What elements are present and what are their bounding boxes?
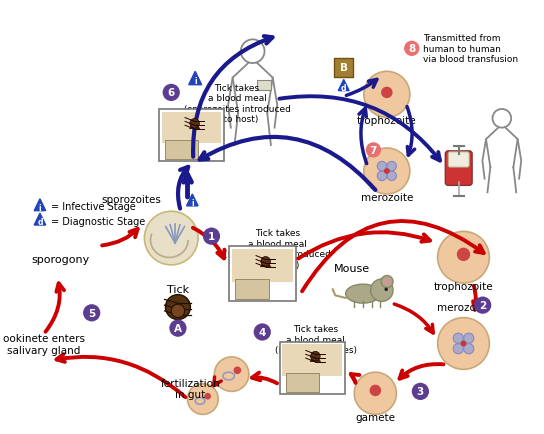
FancyBboxPatch shape <box>159 109 224 162</box>
Text: = Diagnostic Stage: = Diagnostic Stage <box>52 216 146 226</box>
Text: ookinete enters
salivary gland: ookinete enters salivary gland <box>3 334 85 355</box>
Polygon shape <box>34 214 46 226</box>
Text: 2: 2 <box>479 300 486 310</box>
FancyBboxPatch shape <box>280 342 345 395</box>
Text: Tick takes
a blood meal
(ingests gametes): Tick takes a blood meal (ingests gametes… <box>275 325 357 354</box>
Polygon shape <box>310 352 321 362</box>
Text: gamete: gamete <box>355 412 395 422</box>
Polygon shape <box>189 120 200 130</box>
Circle shape <box>233 367 241 374</box>
FancyBboxPatch shape <box>162 112 221 144</box>
Circle shape <box>387 172 397 181</box>
Circle shape <box>457 248 470 261</box>
Circle shape <box>437 232 490 283</box>
FancyBboxPatch shape <box>446 151 472 186</box>
Circle shape <box>214 357 249 391</box>
Circle shape <box>453 333 463 344</box>
Circle shape <box>188 384 218 414</box>
Text: 8: 8 <box>408 44 416 54</box>
Circle shape <box>463 344 474 354</box>
Text: i: i <box>39 204 41 212</box>
Text: Tick takes
a blood meal
(sporozoites introduced
into host): Tick takes a blood meal (sporozoites int… <box>224 229 331 269</box>
Text: d: d <box>341 84 347 93</box>
Circle shape <box>404 42 419 57</box>
Text: 1: 1 <box>208 232 215 242</box>
Circle shape <box>163 85 180 102</box>
Circle shape <box>463 333 474 344</box>
Circle shape <box>381 88 393 99</box>
Circle shape <box>205 393 211 400</box>
FancyBboxPatch shape <box>334 59 353 78</box>
FancyBboxPatch shape <box>286 373 319 392</box>
FancyBboxPatch shape <box>236 279 269 299</box>
Circle shape <box>387 162 397 171</box>
Circle shape <box>378 172 387 181</box>
Text: 6: 6 <box>168 88 175 98</box>
FancyBboxPatch shape <box>165 141 198 159</box>
Text: 3: 3 <box>417 387 424 397</box>
Circle shape <box>254 324 271 341</box>
FancyBboxPatch shape <box>232 249 293 282</box>
Text: trophozoite: trophozoite <box>357 116 417 126</box>
Text: i: i <box>194 77 196 86</box>
Text: merozoite: merozoite <box>361 192 413 202</box>
Circle shape <box>83 305 100 322</box>
Polygon shape <box>187 194 198 207</box>
Circle shape <box>311 352 320 361</box>
Text: fertilization
in gut: fertilization in gut <box>160 378 220 399</box>
FancyBboxPatch shape <box>228 246 296 302</box>
Text: B: B <box>339 63 348 73</box>
Circle shape <box>453 344 463 354</box>
Circle shape <box>261 257 270 266</box>
Polygon shape <box>338 80 349 92</box>
Polygon shape <box>260 258 271 267</box>
Circle shape <box>385 288 388 291</box>
Text: trophozoite: trophozoite <box>434 281 493 291</box>
Text: 7: 7 <box>370 145 377 155</box>
Text: Tick takes
a blood meal
(sporozoites introduced
into host): Tick takes a blood meal (sporozoites int… <box>184 84 290 124</box>
Circle shape <box>384 279 391 286</box>
Text: sporozoites: sporozoites <box>102 194 162 204</box>
Circle shape <box>461 341 466 346</box>
Circle shape <box>144 212 198 265</box>
Text: A: A <box>174 323 182 333</box>
Circle shape <box>366 143 381 158</box>
Circle shape <box>474 297 491 314</box>
Circle shape <box>437 318 490 369</box>
Ellipse shape <box>345 285 380 303</box>
Circle shape <box>364 148 410 194</box>
Text: sporogony: sporogony <box>32 254 90 264</box>
FancyBboxPatch shape <box>448 152 469 168</box>
FancyBboxPatch shape <box>282 345 342 376</box>
Circle shape <box>378 162 387 171</box>
Circle shape <box>165 295 190 320</box>
Circle shape <box>203 228 220 245</box>
Text: 4: 4 <box>258 327 266 337</box>
Text: Mouse: Mouse <box>334 263 370 273</box>
Text: = Infective Stage: = Infective Stage <box>52 202 136 212</box>
Circle shape <box>369 385 381 396</box>
Circle shape <box>381 276 393 288</box>
Circle shape <box>364 72 410 118</box>
Circle shape <box>384 169 390 174</box>
Text: 5: 5 <box>88 308 95 318</box>
Polygon shape <box>189 72 202 85</box>
Circle shape <box>412 383 429 400</box>
Text: i: i <box>191 199 194 207</box>
Polygon shape <box>34 199 46 211</box>
Circle shape <box>171 305 184 318</box>
Circle shape <box>354 372 397 414</box>
FancyBboxPatch shape <box>257 81 271 90</box>
Text: d: d <box>37 218 42 227</box>
Circle shape <box>190 119 200 129</box>
Circle shape <box>169 320 187 337</box>
Text: Transmitted from
human to human
via blood transfusion: Transmitted from human to human via bloo… <box>423 34 518 64</box>
Circle shape <box>370 279 393 302</box>
Text: merozoite: merozoite <box>437 302 490 312</box>
Text: Tick: Tick <box>167 284 189 294</box>
